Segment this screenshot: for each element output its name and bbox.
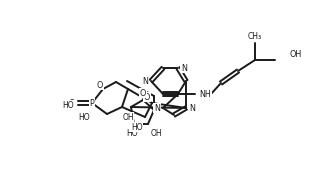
Text: NH: NH <box>199 90 211 99</box>
Text: CH₃: CH₃ <box>248 31 262 41</box>
Text: O: O <box>97 80 103 90</box>
Text: N: N <box>181 64 187 73</box>
Text: O: O <box>69 99 75 108</box>
Text: N: N <box>154 103 160 113</box>
Text: N: N <box>189 103 195 113</box>
Text: OH: OH <box>150 130 162 139</box>
Text: O: O <box>144 93 150 102</box>
Text: OH: OH <box>290 50 302 59</box>
Text: HO: HO <box>78 113 90 122</box>
Text: N: N <box>142 76 148 85</box>
Text: HO: HO <box>126 130 138 139</box>
Text: O: O <box>140 88 146 97</box>
Text: OH: OH <box>122 113 134 122</box>
Text: HO: HO <box>131 122 143 131</box>
Text: P: P <box>90 99 94 108</box>
Text: HO: HO <box>62 100 74 110</box>
